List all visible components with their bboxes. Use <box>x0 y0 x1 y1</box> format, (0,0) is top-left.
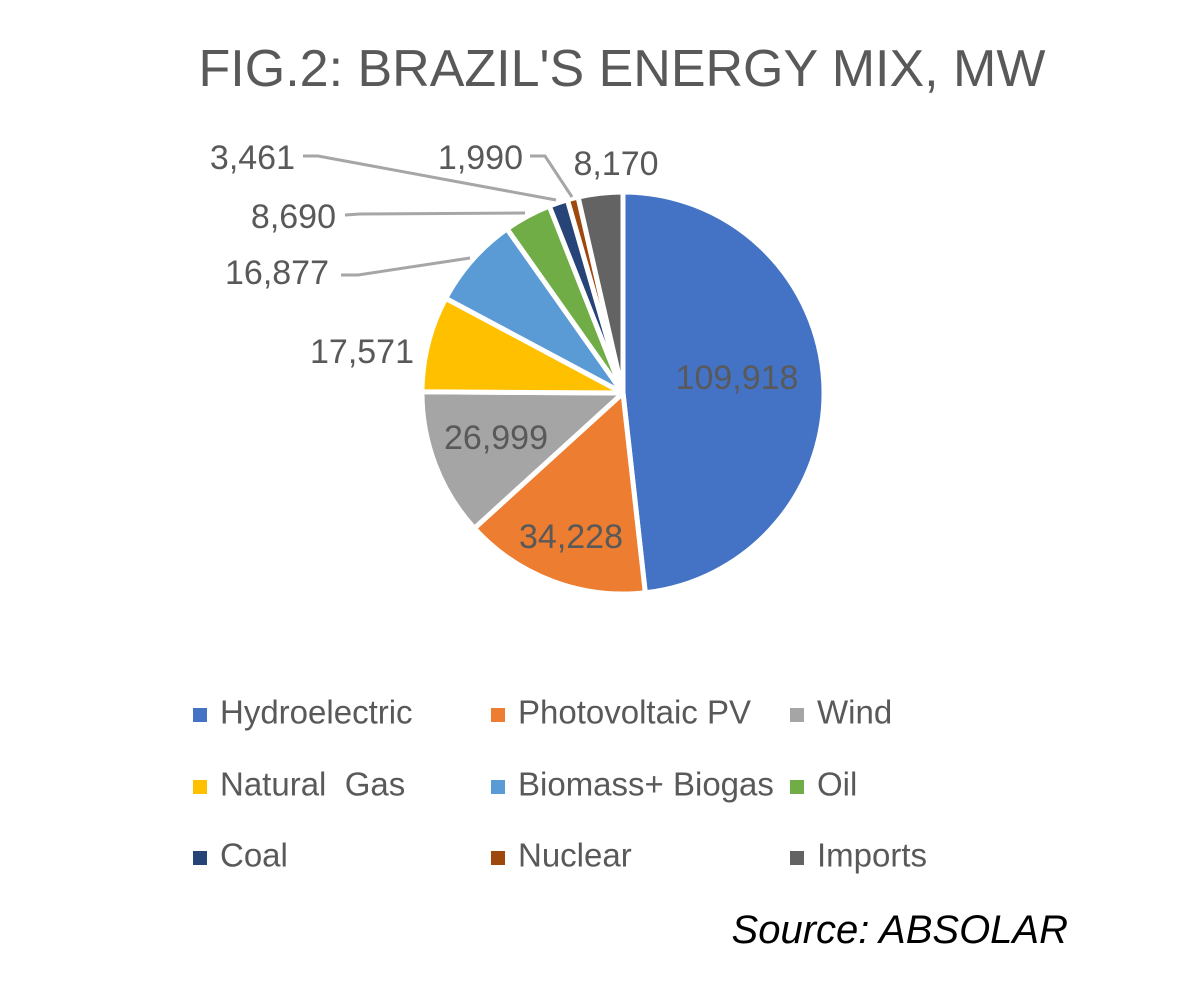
data-label: 34,228 <box>519 518 623 556</box>
legend-item: Hydroelectric <box>193 694 413 731</box>
legend-swatch <box>193 708 207 722</box>
legend-item: Photovoltaic PV <box>491 694 751 731</box>
pie-slice-photovoltaic-pv <box>471 390 648 597</box>
legend-label: Oil <box>817 766 857 803</box>
chart-title: FIG.2: BRAZIL'S ENERGY MIX, MW <box>199 40 1046 98</box>
legend-label: Wind <box>817 694 892 731</box>
legend-swatch <box>491 708 505 722</box>
legend-item: Natural Gas <box>193 766 405 803</box>
leader-line <box>303 154 557 202</box>
legend-swatch <box>491 851 505 865</box>
pie-slice-imports <box>575 189 626 396</box>
data-label: 26,999 <box>444 419 548 457</box>
legend-label: Nuclear <box>518 837 632 874</box>
legend-swatch <box>790 780 804 794</box>
data-label: 16,877 <box>225 254 329 292</box>
legend-label: Natural Gas <box>220 766 405 803</box>
pie-slices <box>419 189 827 597</box>
legend-item: Wind <box>790 694 892 731</box>
legend-item: Biomass+ Biogas <box>491 766 774 803</box>
source-note: Source: ABSOLAR <box>732 908 1068 952</box>
legend-item: Imports <box>790 837 927 874</box>
data-label: 1,990 <box>438 139 523 177</box>
data-label: 8,170 <box>573 145 658 183</box>
leader-line <box>344 211 526 217</box>
legend-label: Biomass+ Biogas <box>518 766 774 803</box>
legend-swatch <box>491 780 505 794</box>
legend: Hydroelectric Photovoltaic PV Wind Natural … <box>193 694 927 874</box>
data-label: 109,918 <box>676 359 799 397</box>
legend-swatch <box>193 851 207 865</box>
data-labels: 109,918 34,228 26,999 17,571 16,877 8,690 3,46… <box>210 139 799 556</box>
leader-line <box>530 154 574 198</box>
legend-label: Photovoltaic PV <box>518 694 751 731</box>
legend-item: Nuclear <box>491 837 632 874</box>
legend-label: Imports <box>817 837 927 874</box>
pie-slice-hydroelectric <box>620 189 827 596</box>
leader-lines <box>303 154 574 277</box>
data-label: 17,571 <box>310 333 414 371</box>
legend-swatch <box>193 780 207 794</box>
legend-item: Oil <box>790 766 857 803</box>
legend-swatch <box>790 851 804 865</box>
legend-swatch <box>790 708 804 722</box>
data-label: 8,690 <box>251 198 336 236</box>
leader-line <box>341 256 471 277</box>
legend-label: Coal <box>220 837 288 874</box>
pie-slice-wind <box>419 389 626 531</box>
data-label: 3,461 <box>210 139 295 177</box>
legend-item: Coal <box>193 837 288 874</box>
legend-label: Hydroelectric <box>220 694 413 731</box>
